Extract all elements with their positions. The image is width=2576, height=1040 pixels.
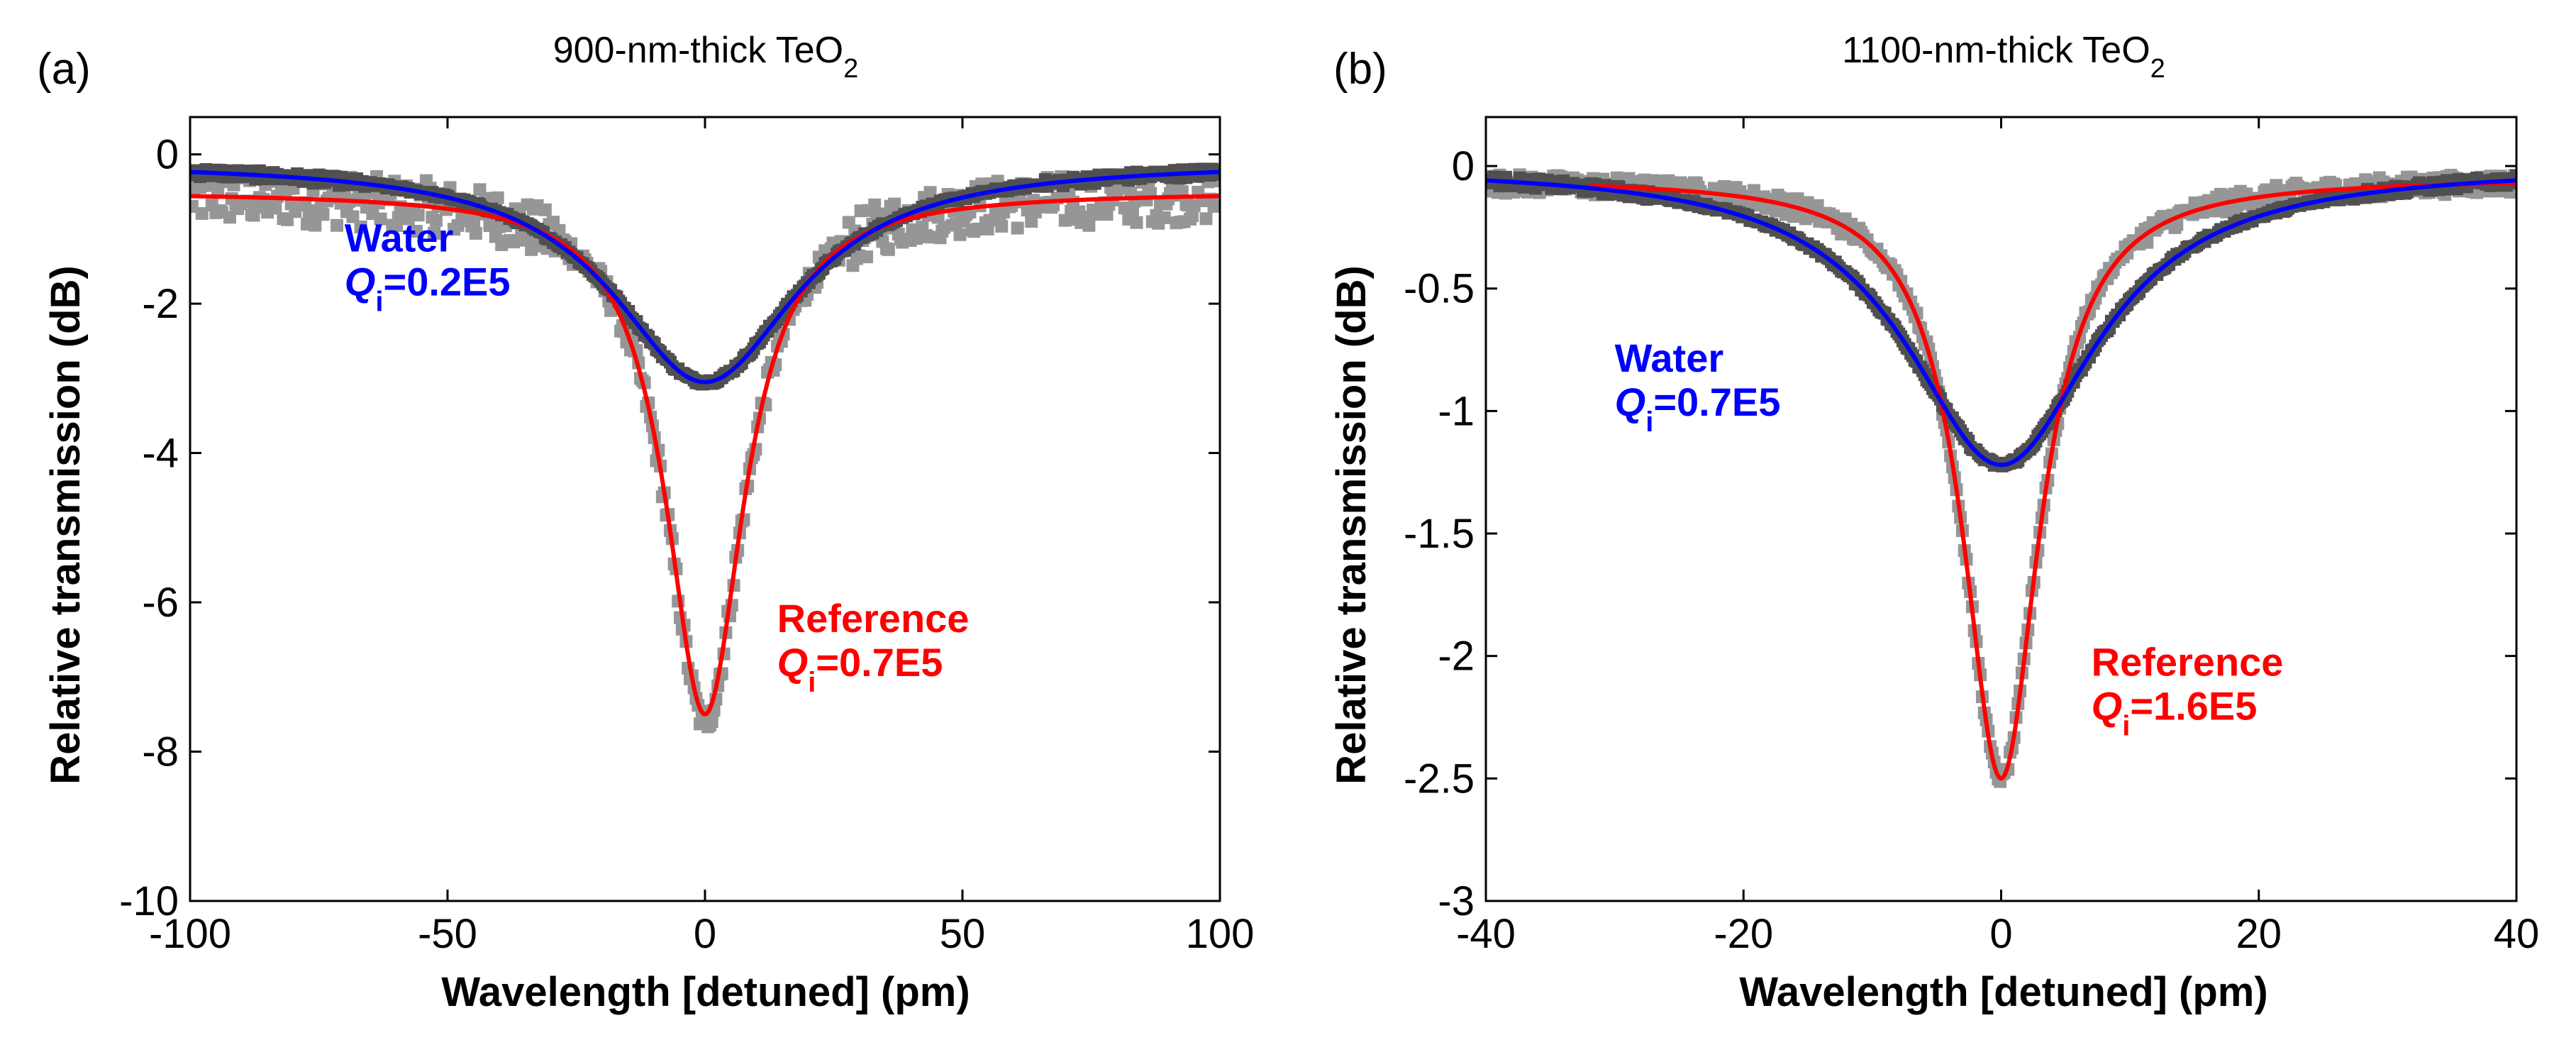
panel-a-annotation-q: Qi=0.2E5 <box>345 259 511 317</box>
panel-a-marker <box>882 243 895 256</box>
panel-a-title: 900-nm-thick TeO2 <box>553 30 859 84</box>
panel-a-marker <box>888 197 901 211</box>
panel-a-annotation-q-value: =0.2E5 <box>383 259 510 304</box>
panel-b-xtick-label: -40 <box>1456 911 1516 957</box>
panel-b-ytick-label: 0 <box>1452 143 1475 189</box>
panel-b-annotation-label: Reference <box>2092 639 2284 684</box>
panel-a-annotation-q-value: =0.7E5 <box>816 640 943 685</box>
panel-a-marker <box>374 212 387 226</box>
panel-b-ytick-label: -1.5 <box>1404 511 1475 557</box>
panel-a-marker <box>467 215 481 228</box>
panel-b-xlabel: Wavelength [detuned] (pm) <box>1739 969 2267 1015</box>
panel-b-xtick-label: 20 <box>2236 911 2282 957</box>
panel-a-marker <box>428 226 441 240</box>
panel-a-marker <box>346 210 360 223</box>
panel-a-content <box>190 162 1220 734</box>
panel-a-xtick-label: 50 <box>940 911 986 957</box>
panel-a-annotation-q: Qi=0.7E5 <box>777 640 943 698</box>
panel-a-xtick-label: -50 <box>418 911 477 957</box>
panel-b-marker <box>2141 236 2154 249</box>
panel-a-marker <box>538 203 552 216</box>
panel-b-annotation-q-sub: i <box>2122 710 2130 741</box>
panel-b-annotation-q: Qi=1.6E5 <box>2092 683 2258 741</box>
panel-b-xtick-label: -20 <box>1714 911 1773 957</box>
panel-a-ylabel: Relative transmission (dB) <box>43 265 89 785</box>
panel-b-fit-line-3 <box>1486 178 2516 468</box>
panel-a-ytick-label: -2 <box>142 281 179 327</box>
panel-b-label: (b) <box>1333 45 1387 94</box>
panel-b: (b) 1100-nm-thick TeO2 -40 -20 0 20 40 0 -0.5 -… <box>1328 30 2539 1015</box>
panel-b-ytick-label: -0.5 <box>1404 266 1475 312</box>
panel-a-marker <box>269 201 282 215</box>
panel-a-marker <box>1199 212 1213 226</box>
panel-a-marker <box>1011 221 1024 235</box>
panel-b-title: 1100-nm-thick TeO2 <box>1842 30 2165 84</box>
panel-a-marker <box>705 714 718 728</box>
panel-b-xtick-label: 0 <box>1989 911 2012 957</box>
panel-a-ytick-label: -4 <box>142 431 179 477</box>
panel-a-marker <box>469 226 482 240</box>
panel-a-marker <box>354 220 367 233</box>
panel-a-xtick-label: 100 <box>1186 911 1255 957</box>
panel-a-ytick-label: -8 <box>142 729 179 775</box>
panel-a-annotation-q-symbol: Q <box>345 259 376 304</box>
panel-b-annotation-q-symbol: Q <box>1615 380 1646 424</box>
panel-b-annotation-q-sub: i <box>1645 406 1653 438</box>
panel-a-ytick-label: -6 <box>142 580 179 626</box>
panel-a-annotation-label: Water <box>345 215 454 260</box>
panel-b-marker <box>2510 169 2516 182</box>
panel-a-fit-line-2 <box>190 194 1220 717</box>
panel-a-marker <box>316 208 330 221</box>
panel-a-marker <box>195 206 209 220</box>
panel-a-ytick-label: -10 <box>119 878 179 924</box>
panel-b-marker <box>2170 218 2184 231</box>
panel-a-marker <box>953 228 967 241</box>
panel-b-ytick-label: -1 <box>1438 388 1475 434</box>
panel-b-annotation-q-value: =0.7E5 <box>1653 380 1780 424</box>
panel-a-fit-line-3 <box>190 170 1220 385</box>
panel-a-marker <box>409 225 423 238</box>
panel-a-marker <box>1130 216 1143 229</box>
panel-a-marker <box>860 250 874 264</box>
panel-a-xtick-label: 0 <box>694 911 716 957</box>
panel-b-ytick-label: -2.5 <box>1404 756 1475 802</box>
panel-b-annotation-label: Water <box>1615 336 1724 380</box>
panel-a-marker <box>309 218 322 232</box>
panel-a-marker <box>1100 208 1114 221</box>
panel-b-fit-line-2 <box>1589 181 2516 781</box>
panel-a-marker <box>1214 199 1220 213</box>
panel-a-marker <box>1082 218 1096 232</box>
panel-a-marker <box>1126 204 1139 218</box>
panel-b-content <box>1486 168 2516 788</box>
panel-a-annotation-label: Reference <box>777 596 970 641</box>
panel-a-marker <box>491 191 504 204</box>
panel-a-marker <box>190 199 199 213</box>
panel-a-marker <box>995 219 1009 233</box>
panel-b-ytick-label: -3 <box>1438 878 1475 924</box>
panel-b-annotation-q: Qi=0.7E5 <box>1615 380 1781 438</box>
panel-a-marker <box>1185 209 1199 223</box>
panel-a-marker <box>1157 211 1171 224</box>
panel-b-annotation-q-symbol: Q <box>2092 683 2123 728</box>
panel-a: (a) 900-nm-thick TeO2 -100 -50 0 50 100 0 -2 -4… <box>37 30 1254 1015</box>
panel-b-marker <box>2510 185 2516 199</box>
panel-a-annotation-q-symbol: Q <box>777 640 809 685</box>
panel-a-ytick-label: 0 <box>156 132 179 178</box>
panel-a-annotation-q-sub: i <box>808 667 816 698</box>
panel-a-annotation-q-sub: i <box>375 286 383 317</box>
panel-a-xtick-label: -100 <box>149 911 231 957</box>
panel-a-marker <box>331 218 344 232</box>
panel-a-marker <box>429 214 443 227</box>
panel-a-label: (a) <box>37 45 91 94</box>
panel-a-marker <box>923 186 937 199</box>
panel-b-annotation-q-value: =1.6E5 <box>2130 683 2257 728</box>
panel-a-marker <box>411 209 425 222</box>
panel-b-xtick-label: 40 <box>2494 911 2540 957</box>
panel-b-ytick-label: -2 <box>1438 634 1475 680</box>
panel-a-xlabel: Wavelength [detuned] (pm) <box>441 969 970 1015</box>
panel-b-ylabel: Relative transmission (dB) <box>1328 265 1375 785</box>
